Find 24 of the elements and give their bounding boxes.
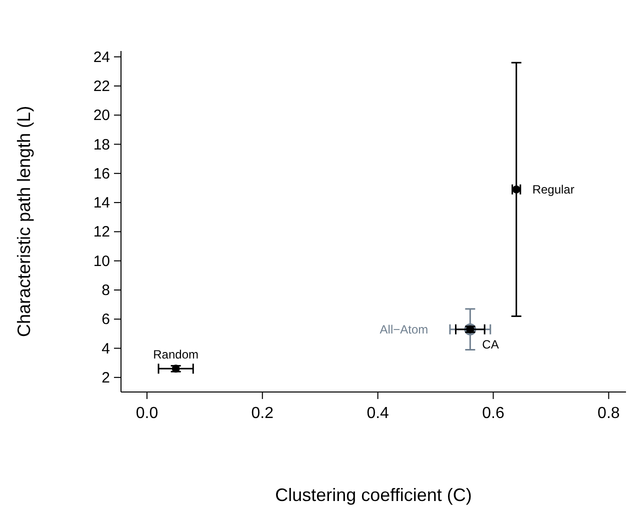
y-axis-title: Characteristic path length (L) [14, 106, 34, 338]
y-tick-label: 2 [102, 369, 110, 386]
y-tick-label: 24 [93, 48, 110, 66]
text: All−Atom [380, 322, 428, 336]
y-tick-label: 16 [93, 165, 110, 182]
x-tick-label: 0.4 [366, 405, 390, 422]
point [172, 364, 180, 373]
y-tick-label: 20 [93, 107, 110, 124]
y-tick-label: 22 [93, 78, 110, 95]
y-tick-label: 14 [93, 194, 110, 212]
x-axis-title: Clustering coefficient (C) [275, 485, 472, 505]
x-tick-label: 0.8 [598, 405, 620, 422]
series-label: Regular [532, 182, 574, 196]
y-tick-label: 18 [93, 136, 110, 154]
x-tick-label: 0.6 [482, 405, 504, 422]
series-label: Random [153, 348, 199, 362]
x-tick-label: 0.0 [136, 405, 158, 422]
x-tick-label: 0.2 [251, 405, 274, 422]
y-tick-label: 6 [102, 311, 110, 328]
y-tick-label: 4 [102, 340, 110, 358]
y-tick-label: 10 [93, 252, 110, 270]
series-label: CA [482, 337, 499, 352]
y-tick-label: 8 [102, 282, 110, 299]
y-tick-label: 12 [93, 224, 110, 241]
